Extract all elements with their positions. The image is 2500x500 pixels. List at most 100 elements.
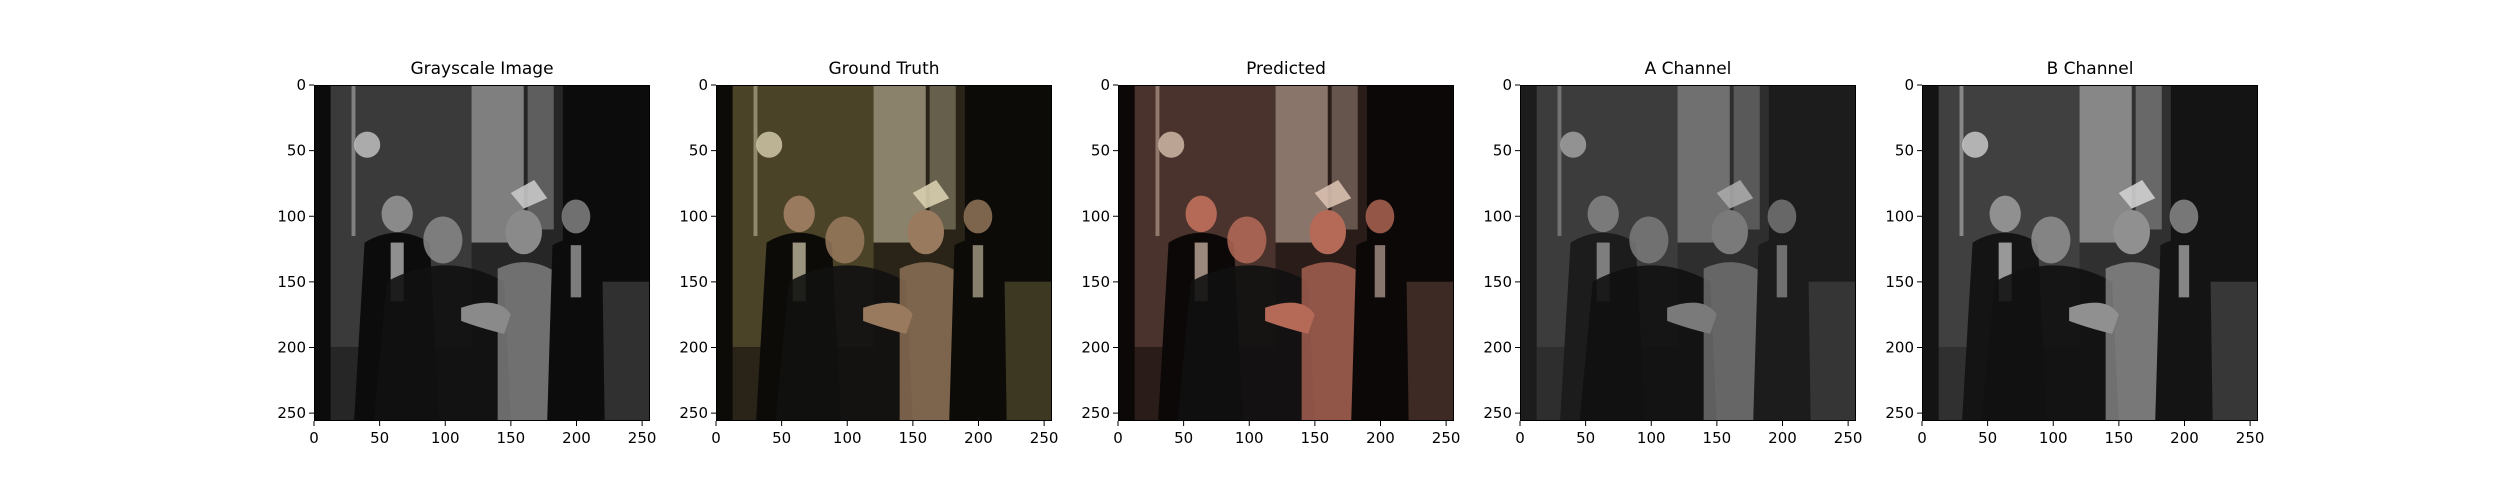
wall-lamp (1158, 131, 1185, 158)
x-tick-label: 100 (1637, 429, 1666, 447)
y-tick-label: 50 (287, 142, 306, 160)
y-tick-label: 150 (277, 273, 306, 291)
column-edge (1959, 86, 1964, 237)
column-edge (351, 86, 356, 237)
window-light-2 (1733, 86, 1760, 230)
y-tick-label: 0 (1100, 76, 1110, 94)
woman-headpiece (1716, 179, 1754, 209)
subplot-grayscale-image: Grayscale Image 0 50 100 150 200 250 0 50 100 150 2… (277, 0, 656, 500)
x-tick-label: 50 (1978, 429, 1997, 447)
image-content (1521, 86, 1855, 420)
y-tick-label: 200 (277, 339, 306, 357)
wall-lamp (756, 131, 783, 158)
person-right-shirt (2178, 245, 2190, 298)
person-right-suit (547, 238, 605, 420)
image-axes (1922, 85, 2258, 421)
person-left-head (1185, 195, 1217, 233)
y-tick-label: 0 (698, 76, 708, 94)
man-head (1227, 216, 1267, 264)
y-tick-label: 50 (689, 142, 708, 160)
x-tick-label: 100 (431, 429, 460, 447)
woman-head (907, 209, 945, 255)
x-tick-label: 50 (1174, 429, 1193, 447)
woman-head (2113, 209, 2151, 255)
y-tick-label: 250 (1885, 404, 1914, 422)
person-left-head (783, 195, 815, 233)
woman-head (1711, 209, 1749, 255)
y-tick-label: 200 (1483, 339, 1512, 357)
person-right-shirt (570, 245, 582, 298)
left-edge (1119, 86, 1135, 420)
woman-head (505, 209, 543, 255)
x-tick-label: 0 (1917, 429, 1927, 447)
image-axes (314, 85, 650, 421)
person-left-head (1587, 195, 1619, 233)
x-tick-label: 0 (711, 429, 721, 447)
left-edge (315, 86, 331, 420)
subplot-predicted: Predicted 0 50 100 150 200 250 0 50 100 150 200 250 (1081, 0, 1460, 500)
x-tick-label: 200 (964, 429, 993, 447)
woman-hand (863, 302, 913, 334)
x-tick-label: 150 (899, 429, 928, 447)
person-right-shirt (972, 245, 984, 298)
person-right-head (1767, 199, 1797, 234)
x-tick-label: 150 (1703, 429, 1732, 447)
y-tick-label: 0 (1904, 76, 1914, 94)
y-tick-label: 250 (1081, 404, 1110, 422)
y-tick-label: 250 (679, 404, 708, 422)
woman-hand (2069, 302, 2119, 334)
x-tick-label: 250 (1432, 429, 1461, 447)
x-tick-label: 0 (1113, 429, 1123, 447)
y-tick-label: 100 (1081, 207, 1110, 225)
x-tick-label: 50 (772, 429, 791, 447)
x-tick-label: 0 (1515, 429, 1525, 447)
person-right-suit (949, 238, 1007, 420)
person-left-head (381, 195, 413, 233)
x-tick-label: 0 (309, 429, 319, 447)
x-tick-label: 100 (1235, 429, 1264, 447)
image-content (1119, 86, 1453, 420)
person-right-suit (1753, 238, 1811, 420)
image-content (1923, 86, 2257, 420)
y-tick-label: 200 (1885, 339, 1914, 357)
x-tick-label: 250 (1030, 429, 1059, 447)
person-right-head (963, 199, 993, 234)
x-tick-label: 250 (628, 429, 657, 447)
image-content (717, 86, 1051, 420)
y-tick-label: 100 (1885, 207, 1914, 225)
left-edge (1923, 86, 1939, 420)
wall-lamp (1962, 131, 1989, 158)
woman-headpiece (510, 179, 548, 209)
person-right-head (1365, 199, 1395, 234)
woman-hand (1667, 302, 1717, 334)
left-edge (717, 86, 733, 420)
woman-headpiece (912, 179, 950, 209)
y-tick-label: 150 (1081, 273, 1110, 291)
x-tick-label: 100 (833, 429, 862, 447)
y-tick-label: 100 (1483, 207, 1512, 225)
column-edge (1557, 86, 1562, 237)
image-axes (716, 85, 1052, 421)
person-left-head (1989, 195, 2021, 233)
subplot-title: Ground Truth (828, 59, 940, 79)
y-tick-label: 100 (277, 207, 306, 225)
y-tick-label: 0 (1502, 76, 1512, 94)
y-tick-label: 50 (1493, 142, 1512, 160)
x-tick-label: 200 (1366, 429, 1395, 447)
woman-hand (461, 302, 511, 334)
man-head (1629, 216, 1669, 264)
x-tick-label: 250 (2236, 429, 2265, 447)
y-tick-label: 250 (277, 404, 306, 422)
window-light-2 (2135, 86, 2162, 230)
person-right-shirt (1776, 245, 1788, 298)
man-head (825, 216, 865, 264)
x-tick-label: 50 (370, 429, 389, 447)
x-tick-label: 50 (1576, 429, 1595, 447)
x-tick-label: 200 (2170, 429, 2199, 447)
